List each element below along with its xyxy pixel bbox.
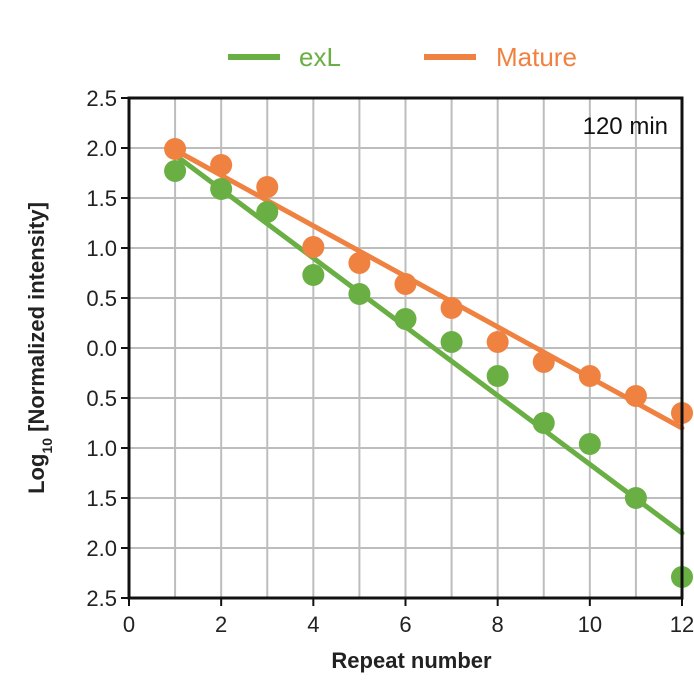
x-axis-ticks: 0 2 4 6 8 10 12 [123,598,694,637]
point-mature [532,351,555,373]
y-axis-title-prefix: Log [24,454,49,494]
point-exl [164,160,187,182]
fit-lines [172,147,685,536]
y-tick-label: 2.0 [86,136,117,161]
fit-line-exl [172,152,685,536]
point-mature [394,273,417,295]
x-tick-label: 10 [578,612,602,637]
y-tick-label: 2.5 [86,586,117,611]
x-tick-label: 8 [492,612,504,637]
y-axis-title: Log10 [Normalized intensity] [24,202,55,494]
point-exl [440,331,463,353]
point-mature [164,138,187,160]
x-tick-label: 6 [399,612,411,637]
point-exl [532,412,555,434]
point-mature [440,297,463,319]
y-tick-label: 2.5 [86,86,117,111]
point-exl [486,365,509,387]
legend: exL Mature [228,42,577,72]
y-tick-label: 1.0 [86,236,117,261]
point-mature [624,385,647,407]
point-mature [578,365,601,387]
fit-line-mature [172,147,685,431]
point-exl [210,178,233,200]
point-exl [302,264,325,286]
y-tick-label: 1.5 [86,186,117,211]
y-tick-label: 1.5 [86,486,117,511]
time-annotation: 120 min [583,113,668,140]
y-tick-label: 0.5 [86,286,117,311]
point-exl [348,283,371,305]
point-exl [578,433,601,455]
point-mature [486,331,509,353]
x-tick-label: 12 [670,612,694,637]
point-exl [256,201,279,223]
x-tick-label: 2 [215,612,227,637]
y-tick-label: 0.5 [86,386,117,411]
point-mature [302,236,325,258]
y-tick-label: 1.0 [86,436,117,461]
point-mature [348,252,371,274]
x-axis-title: Repeat number [331,648,492,673]
point-mature [256,176,279,198]
y-tick-label: 2.0 [86,536,117,561]
y-axis-title-subscript: 10 [39,438,55,454]
grid-lines [129,98,682,598]
point-exl [394,308,417,330]
y-axis-ticks: 2.5 2.0 1.5 1.0 0.5 0.0 0.5 1.0 1.5 2.0 2.5 [86,86,129,611]
legend-label-mature: Mature [496,42,577,72]
x-tick-label: 4 [307,612,319,637]
y-axis-title-suffix: [Normalized intensity] [24,202,49,438]
data-points [164,138,693,588]
x-tick-label: 0 [123,612,135,637]
legend-label-exl: exL [299,42,341,72]
y-tick-label: 0.0 [86,336,117,361]
point-mature [210,154,233,176]
point-exl [624,487,647,509]
